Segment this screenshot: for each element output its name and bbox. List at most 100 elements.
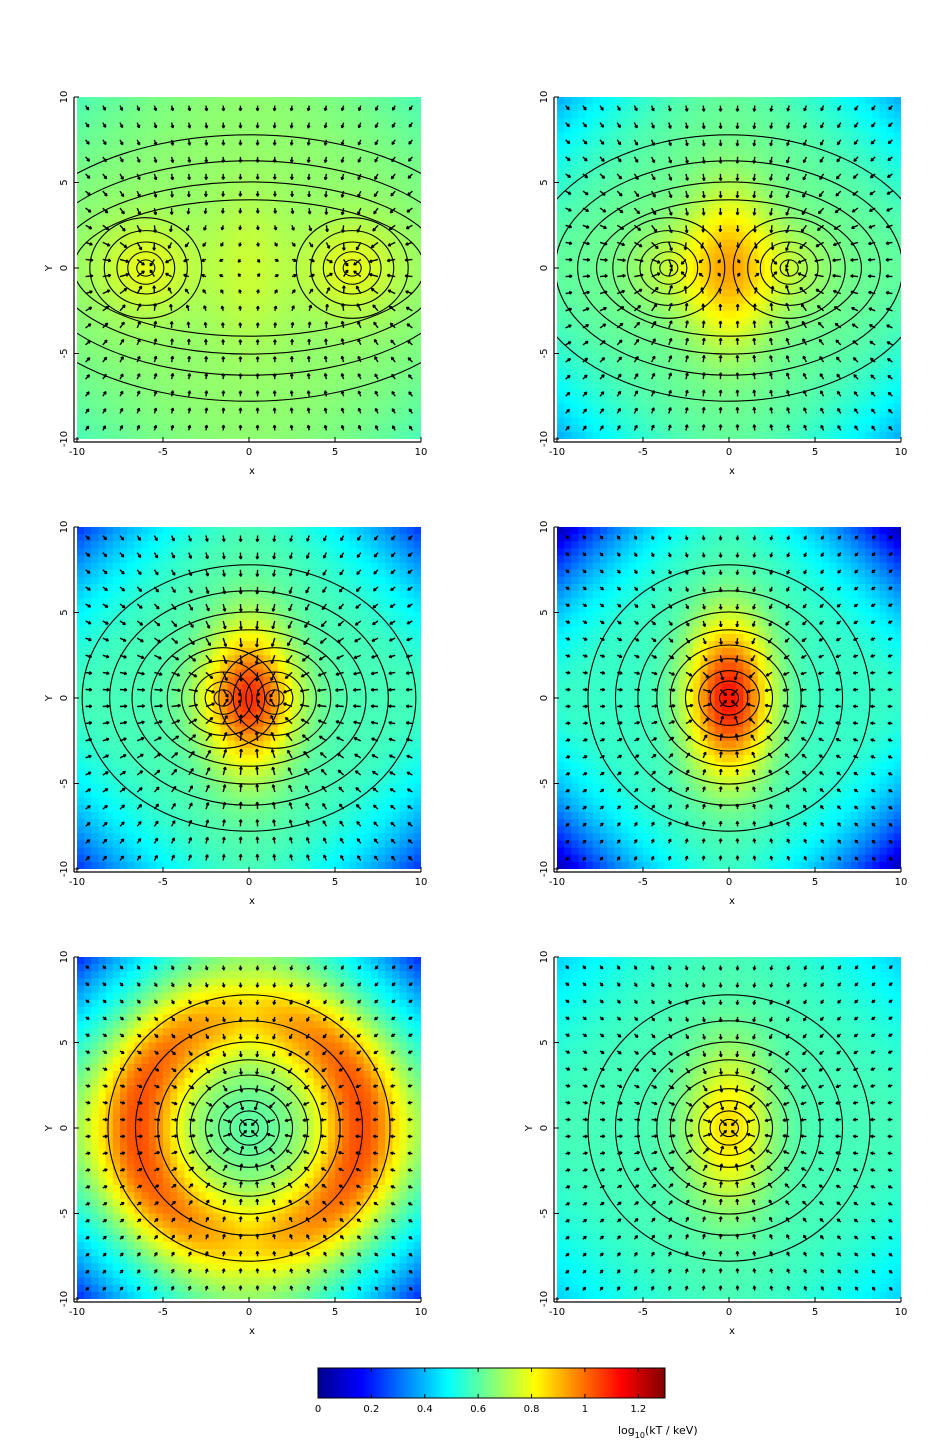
velocity-arrowhead bbox=[122, 304, 126, 309]
heat-cell bbox=[664, 232, 673, 241]
heat-cell bbox=[807, 289, 816, 298]
heat-cell bbox=[249, 104, 257, 112]
heat-cell bbox=[628, 232, 637, 241]
heat-cell bbox=[807, 410, 816, 419]
velocity-arrowhead bbox=[357, 159, 362, 163]
heat-cell bbox=[170, 111, 178, 119]
heat-cell bbox=[392, 189, 401, 198]
heat-cell bbox=[249, 360, 257, 369]
heat-cell bbox=[234, 132, 243, 141]
heat-cell bbox=[707, 218, 716, 226]
heat-cell bbox=[743, 268, 752, 276]
heat-cell bbox=[743, 260, 752, 269]
heat-cell bbox=[134, 111, 143, 119]
heat-cell bbox=[664, 146, 673, 155]
heat-cell bbox=[155, 374, 164, 383]
heat-cell bbox=[241, 360, 250, 369]
heat-cell bbox=[571, 289, 580, 298]
heat-cell bbox=[363, 161, 372, 169]
heat-cell bbox=[299, 211, 307, 219]
velocity-arrowhead bbox=[370, 244, 375, 249]
heat-cell bbox=[592, 203, 601, 212]
heat-cell bbox=[320, 339, 329, 347]
heat-cell bbox=[327, 382, 336, 390]
heat-cell bbox=[112, 253, 121, 262]
heat-cell bbox=[292, 360, 300, 369]
heat-cell bbox=[399, 146, 408, 155]
heat-cell bbox=[736, 303, 744, 312]
heat-cell bbox=[607, 310, 615, 319]
heat-cell bbox=[392, 403, 401, 412]
heat-cell bbox=[800, 382, 809, 390]
heat-cell bbox=[571, 125, 580, 134]
heat-cell bbox=[413, 296, 421, 305]
heat-cell bbox=[191, 396, 200, 404]
heat-cell bbox=[249, 225, 257, 233]
velocity-arrowhead bbox=[373, 321, 377, 326]
heat-cell bbox=[84, 417, 92, 426]
heat-cell bbox=[571, 332, 580, 340]
heat-cell bbox=[148, 303, 157, 312]
heat-cell bbox=[98, 289, 107, 298]
heat-cell bbox=[91, 275, 100, 283]
velocity-arrowhead bbox=[275, 258, 279, 262]
heat-cell bbox=[234, 346, 243, 355]
heat-cell bbox=[571, 296, 580, 305]
velocity-arrowhead bbox=[153, 424, 158, 429]
heat-cell bbox=[213, 111, 221, 119]
heat-cell bbox=[779, 431, 787, 439]
heat-cell bbox=[112, 367, 121, 376]
heat-cell bbox=[227, 125, 236, 134]
heat-cell bbox=[256, 132, 264, 141]
heat-cell bbox=[822, 97, 830, 105]
heat-cell bbox=[342, 374, 350, 383]
velocity-arrowhead bbox=[125, 272, 130, 277]
velocity-arrowhead bbox=[290, 193, 295, 197]
heat-cell bbox=[700, 239, 709, 248]
heat-cell bbox=[363, 260, 372, 269]
heat-cell bbox=[378, 168, 386, 176]
heat-cell bbox=[700, 310, 709, 319]
heat-cell bbox=[299, 104, 307, 112]
heat-cell bbox=[356, 225, 365, 233]
heat-cell bbox=[270, 260, 279, 269]
heat-cell bbox=[779, 374, 787, 383]
heat-cell bbox=[263, 168, 272, 176]
heat-cell bbox=[571, 282, 580, 290]
heat-cell bbox=[127, 431, 135, 439]
heat-cell bbox=[822, 239, 830, 248]
heat-cell bbox=[91, 332, 100, 340]
heat-cell bbox=[736, 225, 744, 233]
heat-cell bbox=[155, 239, 164, 248]
heat-cell bbox=[721, 225, 730, 233]
heat-cell bbox=[170, 289, 178, 298]
heat-cell bbox=[764, 382, 773, 390]
heat-cell bbox=[406, 403, 415, 412]
heat-cell bbox=[120, 139, 128, 148]
velocity-arrowhead bbox=[374, 107, 379, 111]
velocity-arrowhead bbox=[152, 247, 157, 251]
heat-cell bbox=[220, 218, 229, 226]
heat-cell bbox=[643, 182, 651, 191]
heat-cell bbox=[327, 346, 336, 355]
heat-cell bbox=[206, 325, 214, 333]
heat-cell bbox=[657, 346, 666, 355]
velocity-arrow bbox=[136, 258, 145, 266]
heat-cell bbox=[292, 310, 300, 319]
heat-cell bbox=[564, 203, 572, 212]
heat-cell bbox=[621, 389, 630, 397]
heat-cell bbox=[729, 367, 737, 376]
heat-cell bbox=[392, 424, 401, 433]
velocity-arrow bbox=[102, 241, 111, 247]
heat-cell bbox=[822, 154, 830, 162]
heat-cell bbox=[600, 232, 608, 241]
heat-cell bbox=[822, 203, 830, 212]
heat-cell bbox=[764, 389, 773, 397]
heat-cell bbox=[313, 317, 322, 326]
heat-cell bbox=[299, 203, 307, 212]
heat-cell bbox=[664, 268, 673, 276]
heat-cell bbox=[621, 410, 630, 419]
heat-cell bbox=[700, 104, 709, 112]
heat-cell bbox=[170, 417, 178, 426]
heat-cell bbox=[91, 97, 100, 105]
